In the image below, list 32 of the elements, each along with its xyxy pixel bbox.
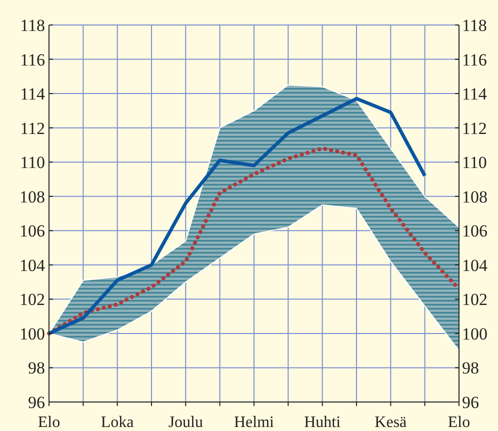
x-tick-label: Helmi [234, 414, 275, 431]
y2-tick-label: 96 [462, 393, 479, 412]
x-tick-label: Kesä [374, 414, 407, 431]
y-tick-label: 118 [20, 16, 45, 35]
x-tick-label: Huhti [304, 414, 342, 431]
y-tick-label: 116 [20, 50, 45, 70]
y-tick-label: 106 [20, 222, 45, 241]
y-tick-label: 110 [20, 153, 45, 172]
y-tick-label: 114 [20, 84, 46, 104]
y2-tick-label: 118 [462, 16, 487, 35]
y2-tick-label: 106 [462, 222, 488, 241]
y2-tick-label: 102 [462, 290, 488, 310]
x-tick-label: Elo [448, 414, 470, 431]
y-tick-label: 96 [28, 393, 45, 412]
y-tick-label: 100 [20, 324, 45, 344]
y2-tick-label: 112 [462, 118, 487, 138]
y2-tick-label: 108 [462, 187, 488, 206]
y2-tick-label: 104 [462, 256, 488, 275]
y-tick-label: 102 [20, 290, 45, 310]
line-series [47, 96, 427, 336]
y2-tick-label: 116 [462, 50, 487, 70]
x-tick-label: Loka [100, 414, 134, 431]
x-tick-label: Joulu [168, 414, 204, 431]
y-tick-label: 98 [28, 358, 45, 378]
y-tick-label: 108 [20, 187, 45, 206]
x-tick-label: Elo [38, 414, 60, 431]
y-tick-label: 112 [20, 118, 45, 138]
y-tick-label: 104 [20, 256, 46, 275]
y2-tick-label: 100 [462, 324, 488, 344]
y2-tick-label: 98 [462, 358, 479, 378]
y2-tick-label: 114 [462, 84, 488, 104]
y2-tick-label: 110 [462, 153, 487, 172]
